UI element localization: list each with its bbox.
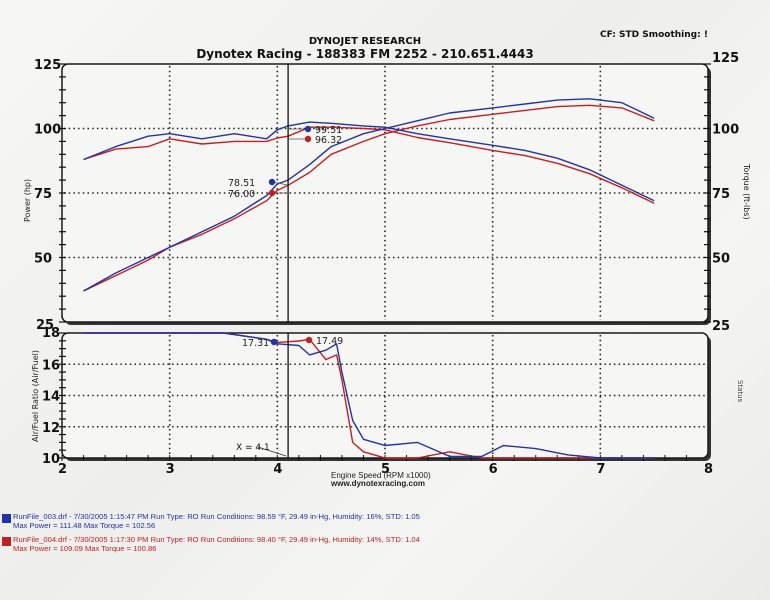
afr-tick-label: 14 [42,390,60,405]
torque-tick-label: 25 [712,319,730,334]
torque-tick-label: 125 [712,51,739,66]
rpm-tick-label: 5 [381,462,390,477]
torque-tick-label: 100 [712,123,739,138]
afr-tick-label: 16 [42,358,60,373]
afr-tick-label: 12 [42,421,60,436]
legend-run-2: RunFile_004.drf - 7/30/2005 1:17:30 PM R… [0,535,770,558]
run-2-info: RunFile_004.drf - 7/30/2005 1:17:30 PM R… [13,535,420,544]
power-marker-run-1-dot [268,178,276,186]
cursor-label: X = 4.1 [236,443,270,453]
power-tick-label: 100 [34,123,61,138]
run-2-max: Max Power = 109.09 Max Torque = 100.86 [13,544,157,553]
afr-axis-title: Air/Fuel Ratio (Air/Fuel) [31,350,40,442]
torque-marker-run-2-dot [304,135,312,143]
power-curve-run-2 [83,104,655,292]
rpm-tick-label: 8 [704,462,713,477]
afr-curve-run-1 [83,332,655,459]
power-tick-label: 75 [34,187,52,202]
rpm-tick-label: 3 [166,462,175,477]
power-curve-run-1 [83,98,655,292]
company-title: DYNOJET RESEARCH [308,36,422,47]
status-axis-title: Status [736,380,744,403]
afr-tick-label: 18 [42,326,60,341]
legend: RunFile_003.drf - 7/30/2005 1:15:47 PM R… [0,512,770,558]
power-tick-label: 125 [34,58,61,73]
shop-title: Dynotex Racing - 188383 FM 2252 - 210.65… [196,47,534,61]
power-marker-run-2-label: 76.00 [228,189,255,200]
torque-marker-run-1-label: 99.51 [315,125,342,136]
power-tick-label: 25 [36,318,54,333]
afr-marker-run-1-dot [270,338,278,346]
torque-tick-label: 50 [712,252,730,267]
rpm-tick-label: 4 [273,462,282,477]
run-1-color-swatch [2,514,11,523]
website-text: www.dynotexracing.com [331,479,425,488]
rpm-tick-label: 6 [489,462,498,477]
torque-tick-label: 75 [712,187,730,202]
afr-marker-run-2-label: 17.49 [316,336,343,347]
run-1-info: RunFile_003.drf - 7/30/2005 1:15:47 PM R… [13,512,420,521]
torque-axis-title: Torque (ft-lbs) [742,163,751,220]
cursor-label-leader [257,446,287,457]
afr-marker-run-1-label: 17.31 [242,338,269,349]
torque-marker-run-1-dot [304,125,312,133]
power-marker-run-1-label: 78.51 [228,178,255,189]
torque-marker-run-2-label: 96.32 [315,135,342,146]
torque-curve-run-1 [83,121,655,202]
x-axis-label: Engine Speed (RPM x1000) [331,471,431,480]
settings-text: CF: STD Smoothing: ! [600,30,708,40]
power-marker-run-2-dot [268,189,276,197]
x-axis-label-block: Engine Speed (RPM x1000) www.dynotexraci… [331,472,431,488]
legend-run-1: RunFile_003.drf - 7/30/2005 1:15:47 PM R… [0,512,770,535]
rpm-tick-label: 7 [596,462,605,477]
afr-tick-label: 10 [42,452,60,467]
torque-curve-run-2 [83,126,655,204]
power-axis-title: Power (hp) [23,179,32,222]
run-2-color-swatch [2,537,11,546]
power-tick-label: 50 [34,252,52,267]
run-1-max: Max Power = 111.48 Max Torque = 102.56 [13,521,156,530]
afr-marker-run-2-dot [305,336,313,344]
rpm-tick-label: 2 [58,462,67,477]
